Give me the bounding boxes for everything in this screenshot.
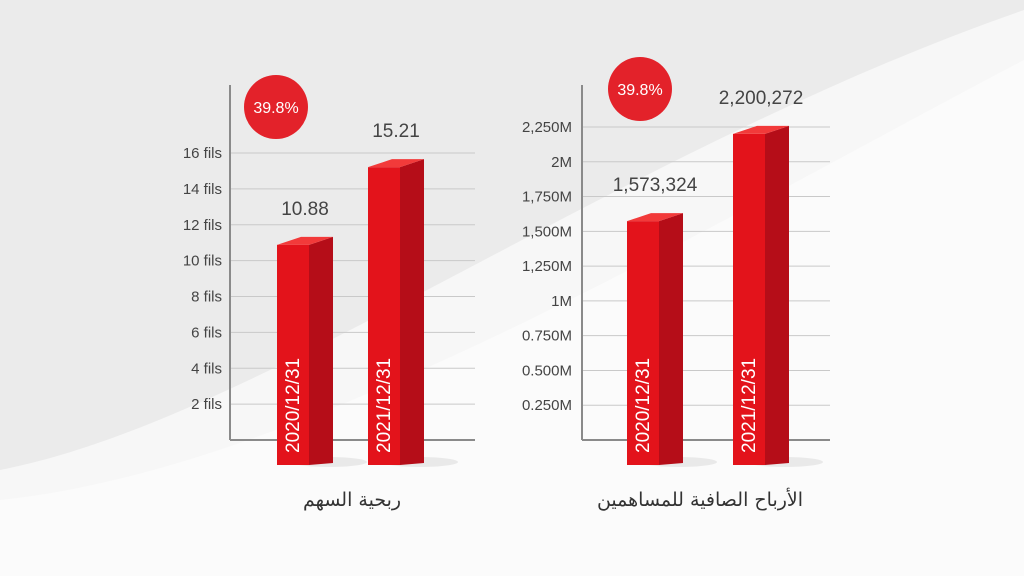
y-tick-label: 1,750M: [522, 189, 572, 206]
bar: [277, 236, 333, 465]
bar-value-label: 2,200,272: [719, 88, 804, 109]
y-tick-label: 8 fils: [191, 289, 222, 306]
bar-top: [277, 236, 333, 245]
y-tick-label: 14 fils: [183, 181, 222, 198]
bar-category-label: 2021/12/31: [374, 358, 395, 453]
y-tick-label: 1M: [551, 293, 572, 310]
bar-side: [400, 159, 424, 465]
bar: [627, 213, 683, 465]
y-tick-label: 16 fils: [183, 145, 222, 162]
y-tick-label: 0.750M: [522, 328, 572, 345]
y-tick-label: 4 fils: [191, 360, 222, 377]
bar-category-label: 2020/12/31: [283, 358, 304, 453]
bar-front: [277, 244, 309, 465]
bar-category-label: 2021/12/31: [739, 358, 760, 453]
y-tick-label: 2 fils: [191, 396, 222, 413]
bar-side: [309, 236, 333, 465]
chart-caption: ربحية السهم: [303, 489, 401, 511]
bar-category-label: 2020/12/31: [633, 358, 654, 453]
bar-top: [368, 159, 424, 168]
y-tick-label: 1,250M: [522, 258, 572, 275]
bar-side: [765, 125, 789, 465]
growth-badge-circle: [244, 75, 308, 139]
growth-badge: 39.8%: [608, 57, 672, 121]
y-tick-label: 12 fils: [183, 217, 222, 234]
bar-front: [627, 221, 659, 465]
bar-value-label: 1,573,324: [613, 175, 698, 196]
y-tick-label: 10 fils: [183, 253, 222, 270]
growth-badge: 39.8%: [244, 75, 308, 139]
bar-top: [627, 213, 683, 222]
growth-badge-circle: [608, 57, 672, 121]
bar-front: [733, 133, 765, 465]
growth-badge-label: 39.8%: [617, 82, 662, 99]
bar: [368, 159, 424, 465]
bar-front: [368, 167, 400, 465]
bar: [733, 125, 789, 465]
bar-value-label: 15.21: [372, 121, 420, 142]
y-tick-label: 1,500M: [522, 223, 572, 240]
y-tick-label: 0.250M: [522, 397, 572, 414]
y-tick-label: 0.500M: [522, 362, 572, 379]
y-tick-label: 2,250M: [522, 119, 572, 136]
bar-top: [733, 125, 789, 134]
chart-caption: الأرباح الصافية للمساهمين: [597, 488, 803, 511]
bar-side: [659, 213, 683, 465]
y-tick-label: 6 fils: [191, 324, 222, 341]
net-profit-chart: 0.250M 0.500M 0.750M 1M 1,250M 1,500M 1,750M 2M…: [522, 57, 830, 511]
bar-value-label: 10.88: [281, 199, 329, 220]
y-tick-label: 2M: [551, 154, 572, 171]
eps-chart: 2 fils 4 fils 6 fils 8 fils 10 fils 12 fils 14…: [183, 75, 475, 511]
growth-badge-label: 39.8%: [253, 100, 298, 117]
